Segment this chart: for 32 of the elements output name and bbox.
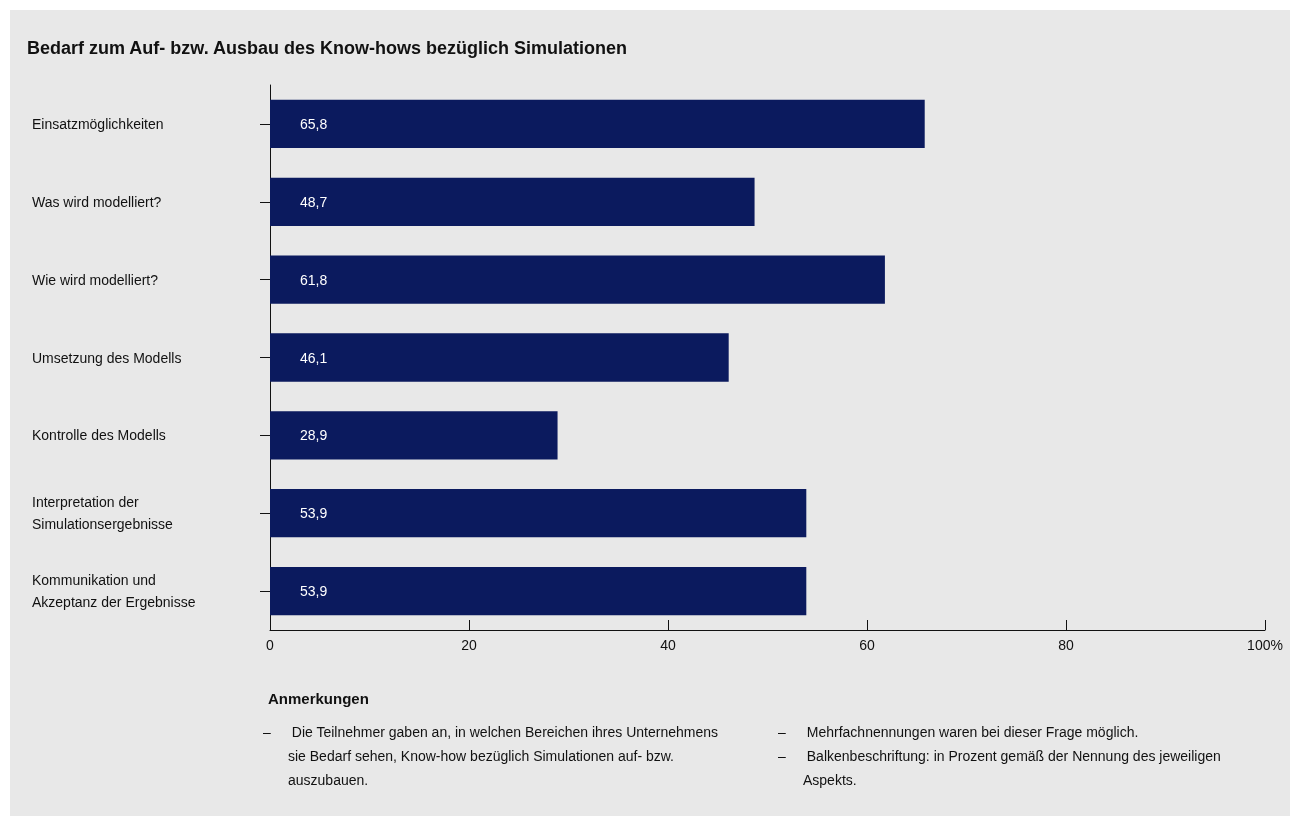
data-label: 28,9 [300, 427, 328, 444]
x-tick-label: 60 [859, 637, 875, 653]
bar [270, 177, 755, 226]
data-label: 46,1 [300, 349, 328, 366]
bar [270, 99, 925, 149]
y-tick-label: Kommunikation und Akzeptanz der Ergebnisse [32, 572, 196, 611]
x-tick-label: 80 [1058, 637, 1074, 653]
y-tick-label: Was wird modelliert? [32, 193, 162, 210]
bar [270, 411, 558, 460]
text: – Mehrfachnennungen waren bei dieser Frage möglich. [778, 723, 1140, 742]
bar [270, 255, 885, 304]
bar [270, 489, 807, 538]
x-tick-label: 100% [1247, 637, 1283, 653]
data-label: 61,8 [300, 271, 328, 288]
y-tick-label: Einsatzmöglichkeiten [32, 115, 164, 132]
x-tick-label: 0 [266, 637, 275, 653]
y-tick-label: Umsetzung des Modells [32, 349, 182, 366]
x-tick-label: 40 [660, 637, 676, 653]
data-label: 53,9 [300, 583, 328, 600]
bar [270, 333, 729, 382]
text: – Balkenbeschriftung: in Prozent gemäß der Nennung des jeweiligen Aspekts. [778, 747, 1222, 790]
data-label: 53,9 [300, 505, 328, 522]
y-tick-label: Wie wird modelliert? [32, 271, 159, 288]
text: – Die Teilnehmer gaben an, in welchen Bereichen ihres Unternehmens sie Bedarf sehen, Know-how bezüglich Simulationen auf- bzw. auszubauen. [263, 723, 719, 790]
data-label: 48,7 [300, 193, 328, 210]
x-tick-label: 20 [461, 637, 477, 653]
y-tick-label: Interpretation der Simulationsergebnisse [32, 494, 174, 533]
bar [270, 566, 807, 616]
data-label: 65,8 [300, 115, 328, 132]
text: Anmerkungen [268, 690, 370, 707]
y-tick-label: Kontrolle des Modells [32, 427, 166, 444]
chart-title: Bedarf zum Auf- bzw. Ausbau des Know-hows bezüglich Simulationen [27, 38, 628, 58]
